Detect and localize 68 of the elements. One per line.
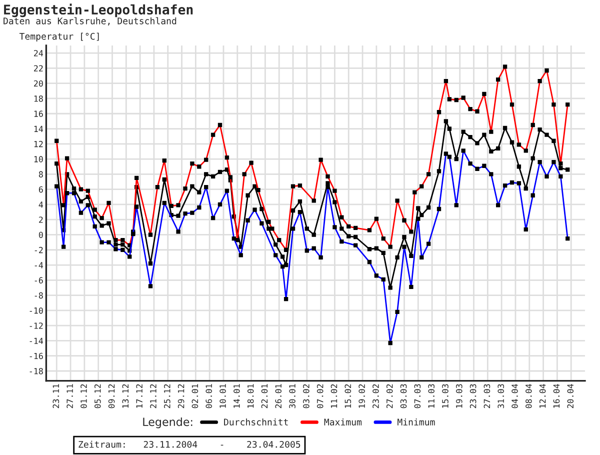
x-tick-label: 07.02	[316, 384, 324, 408]
x-tick-label: 06.01	[206, 384, 212, 408]
y-tick-label: -6	[34, 277, 43, 284]
y-tick-label: -2	[34, 246, 43, 254]
x-tick-label: 25.12	[164, 384, 170, 408]
y-tick-label: 8	[38, 171, 43, 178]
y-tick-label: 0	[38, 232, 43, 238]
x-tick-label: 04.04	[512, 384, 518, 408]
x-tick-label: 14.01	[234, 384, 240, 408]
x-tick-label: 19.03	[456, 384, 462, 408]
x-tick-label: 02.01	[192, 384, 198, 408]
x-tick-label: 17.12	[136, 384, 142, 408]
y-tick-label: 16	[34, 110, 43, 117]
x-tick-label: 23.03	[470, 384, 476, 408]
x-tick-label: 26.01	[275, 384, 282, 408]
x-tick-label: 08.04	[526, 384, 532, 408]
x-tick-label: 27.03	[484, 384, 490, 408]
y-tick-label: 20	[34, 80, 43, 87]
legend-title: Legende:	[143, 417, 192, 428]
text: Zeitraum: 23.11.2004 - 23.04.2005	[78, 440, 300, 448]
x-tick-label: 07.03	[414, 384, 421, 408]
x-tick-label: 13.12	[122, 384, 129, 408]
x-tick-label: 19.02	[358, 384, 365, 408]
x-tick-label: 09.12	[108, 384, 115, 408]
y-tick-label: -14	[30, 338, 44, 344]
y-tick-label: 14	[34, 126, 44, 132]
x-tick-label: 03.02	[303, 384, 310, 408]
x-tick-label: 23.11	[52, 384, 60, 408]
y-tick-label: 18	[34, 95, 43, 102]
y-tick-label: 12	[34, 140, 43, 148]
x-tick-label: 03.03	[400, 384, 407, 408]
x-tick-label: 11.03	[428, 384, 434, 408]
x-tick-label: 18.01	[247, 384, 254, 408]
x-tick-label: 16.04	[553, 384, 560, 408]
x-tick-label: 21.12	[150, 384, 156, 408]
x-tick-label: 27.02	[386, 384, 393, 408]
y-tick-label: 2	[39, 216, 43, 223]
legend-label: Minimum	[398, 418, 435, 426]
x-tick-label: 15.03	[442, 384, 448, 408]
y-axis-title: Temperatur [°C]	[19, 32, 99, 42]
x-tick-label: 01.12	[80, 384, 87, 408]
x-tick-label: 10.01	[220, 384, 226, 408]
y-tick-label: -16	[30, 352, 43, 360]
y-tick-label: 24	[34, 50, 44, 56]
y-tick-label: -4	[34, 262, 44, 268]
x-tick-label: 20.04	[567, 384, 574, 408]
y-tick-label: -10	[30, 307, 43, 314]
x-tick-label: 27.11	[66, 384, 73, 408]
x-tick-label: 30.01	[289, 384, 296, 408]
chart-title: Eggenstein-Leopoldshafen	[4, 4, 193, 18]
y-tick-label: -12	[30, 322, 43, 329]
x-tick-label: 15.02	[344, 384, 352, 408]
x-tick-label: 29.12	[178, 384, 184, 408]
y-tick-label: -8	[34, 292, 43, 299]
x-tick-label: 22.01	[261, 384, 268, 408]
y-tick-label: 6	[38, 186, 43, 193]
x-tick-label: 05.12	[94, 384, 101, 408]
x-tick-label: 12.04	[539, 384, 546, 408]
x-tick-label: 31.03	[498, 384, 504, 408]
y-tick-label: 10	[34, 156, 43, 162]
chart-subtitle: Daten aus Karlsruhe, Deutschland	[4, 17, 176, 26]
y-tick-label: 22	[34, 65, 43, 72]
y-tick-label: -18	[30, 368, 43, 374]
y-tick-label: 4	[38, 202, 44, 208]
x-tick-label: 23.02	[372, 384, 379, 408]
legend-label: Maximum	[324, 418, 362, 426]
x-tick-label: 11.02	[330, 384, 338, 408]
legend-label: Durchschnitt	[224, 418, 288, 426]
